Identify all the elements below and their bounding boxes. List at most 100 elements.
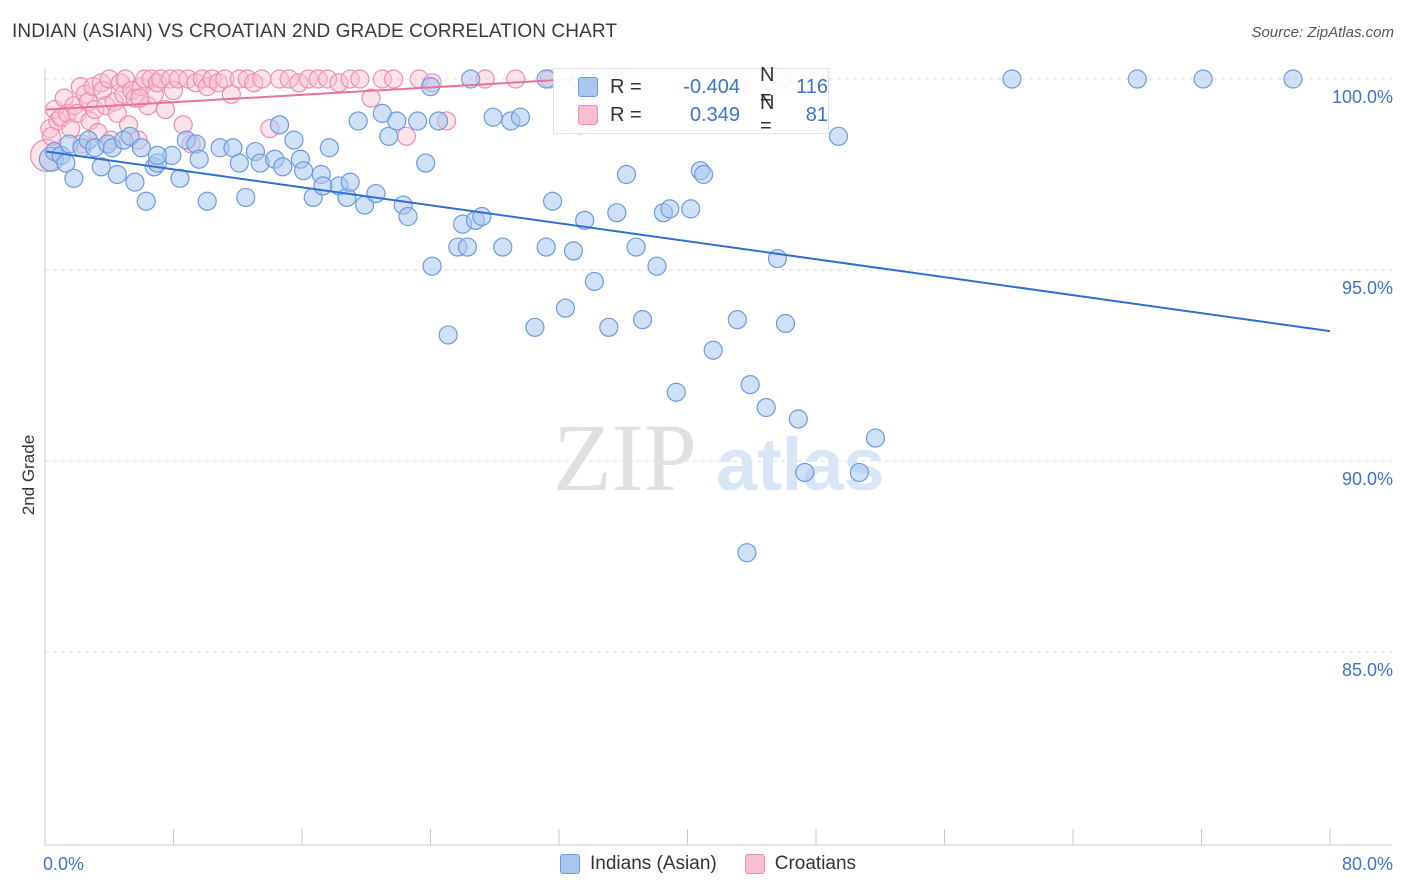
source-credit: Source: ZipAtlas.com bbox=[1251, 24, 1394, 41]
croatians-point bbox=[372, 69, 392, 89]
croatians-point bbox=[134, 69, 155, 89]
indians-point bbox=[379, 126, 399, 146]
croatians-point bbox=[318, 69, 338, 89]
legend-label-croatians: Croatians bbox=[774, 853, 857, 874]
indians-point bbox=[666, 382, 686, 402]
indians-point bbox=[795, 462, 815, 483]
tick-labels: 100.0% 95.0% 90.0% 85.0% 0.0% 80.0% bbox=[43, 87, 1393, 874]
croatians-point bbox=[279, 69, 299, 89]
indians-point bbox=[348, 111, 368, 131]
croatians-point bbox=[350, 69, 370, 89]
croatians-point bbox=[289, 73, 309, 93]
y-axis-label: 2nd Grade bbox=[19, 434, 38, 516]
indians-point bbox=[428, 111, 449, 131]
indians-point bbox=[125, 172, 145, 192]
croatians-point bbox=[80, 111, 100, 131]
indians-point bbox=[647, 256, 667, 276]
trend-lines bbox=[46, 78, 1331, 333]
chart-title: INDIAN (ASIAN) VS CROATIAN 2ND GRADE COR… bbox=[12, 21, 618, 42]
croatians-point bbox=[163, 80, 184, 101]
croatians-point bbox=[361, 88, 381, 108]
watermark-zip: ZIP bbox=[553, 404, 697, 511]
croatians-point bbox=[308, 69, 328, 89]
x-tick-label: 0.0% bbox=[43, 854, 84, 874]
legend-item-indians[interactable]: Indians (Asian) bbox=[560, 853, 717, 875]
indians-point bbox=[472, 206, 492, 227]
croatians-point bbox=[229, 69, 249, 89]
indians-point bbox=[107, 164, 127, 185]
x-tick-label: 80.0% bbox=[1342, 854, 1393, 874]
indians-point bbox=[563, 241, 584, 261]
indians-point bbox=[136, 191, 156, 211]
croatians-trend-line bbox=[46, 78, 576, 111]
indians-point bbox=[737, 543, 757, 563]
indians-point bbox=[461, 69, 481, 89]
indians-point bbox=[849, 462, 869, 483]
indians-point bbox=[1127, 69, 1147, 89]
indians-point bbox=[269, 115, 290, 135]
indians-point bbox=[236, 187, 256, 208]
indians-point bbox=[319, 138, 339, 158]
indians-point bbox=[457, 237, 478, 257]
indians-point bbox=[584, 271, 604, 292]
indians-point bbox=[756, 397, 776, 418]
indians-point bbox=[607, 203, 627, 223]
y-tick-label: 95.0% bbox=[1342, 278, 1393, 298]
indians-point bbox=[660, 199, 680, 219]
legend-item-croatians[interactable]: Croatians bbox=[744, 853, 857, 875]
indians-point bbox=[555, 298, 576, 318]
r-label: R = bbox=[610, 103, 642, 126]
y-axis-label-wrap: 2nd Grade bbox=[14, 420, 44, 540]
indians-point bbox=[727, 310, 747, 330]
indians-point bbox=[681, 199, 701, 219]
indians-point bbox=[510, 107, 531, 127]
croatians-point bbox=[107, 103, 127, 123]
legend-label-indians: Indians (Asian) bbox=[590, 853, 717, 874]
indians-point bbox=[197, 191, 217, 211]
croatians-point bbox=[85, 99, 105, 120]
indians-point bbox=[131, 138, 151, 158]
croatians-swatch bbox=[578, 105, 598, 125]
n-value-indians: 116 bbox=[796, 75, 828, 98]
indians-point bbox=[147, 145, 168, 165]
y-tick-label: 100.0% bbox=[1332, 87, 1393, 107]
legend-swatch-croatians bbox=[744, 854, 765, 874]
r-value-croatians: 0.349 bbox=[689, 103, 740, 126]
bottom-legend: Indians (Asian) Croatians bbox=[560, 851, 856, 877]
indians-point bbox=[740, 375, 760, 395]
indians-point bbox=[599, 317, 619, 337]
indians-point bbox=[626, 237, 646, 257]
indians-point bbox=[398, 206, 418, 227]
indians-point bbox=[542, 191, 563, 211]
indians-point bbox=[284, 130, 304, 150]
n-label: N = bbox=[760, 92, 775, 137]
croatians-point bbox=[115, 69, 135, 89]
n-label: N = bbox=[760, 64, 775, 109]
indians-point bbox=[575, 210, 595, 230]
indians-point bbox=[64, 168, 84, 188]
indians-point bbox=[525, 317, 545, 337]
indians-point bbox=[120, 126, 140, 146]
indians-point bbox=[91, 157, 111, 177]
indians-point bbox=[616, 164, 637, 185]
indians-point bbox=[273, 157, 293, 177]
indians-point bbox=[229, 153, 249, 173]
croatians-point bbox=[506, 69, 526, 89]
indians-point bbox=[1193, 69, 1213, 89]
indians-point bbox=[1283, 69, 1303, 89]
indians-point bbox=[493, 237, 513, 257]
n-value-croatians: 81 bbox=[805, 103, 828, 126]
axes bbox=[44, 68, 1392, 846]
indians-point bbox=[438, 325, 458, 345]
indians-point bbox=[366, 184, 386, 204]
croatians-point bbox=[252, 69, 272, 89]
indians-point bbox=[422, 256, 442, 276]
r-label: R = bbox=[610, 75, 642, 98]
indians-point bbox=[632, 310, 653, 330]
indians-point bbox=[536, 237, 556, 257]
indians-point bbox=[1002, 69, 1022, 89]
indians-point bbox=[483, 107, 503, 127]
indians-point bbox=[865, 428, 886, 448]
indians-point bbox=[387, 111, 407, 131]
